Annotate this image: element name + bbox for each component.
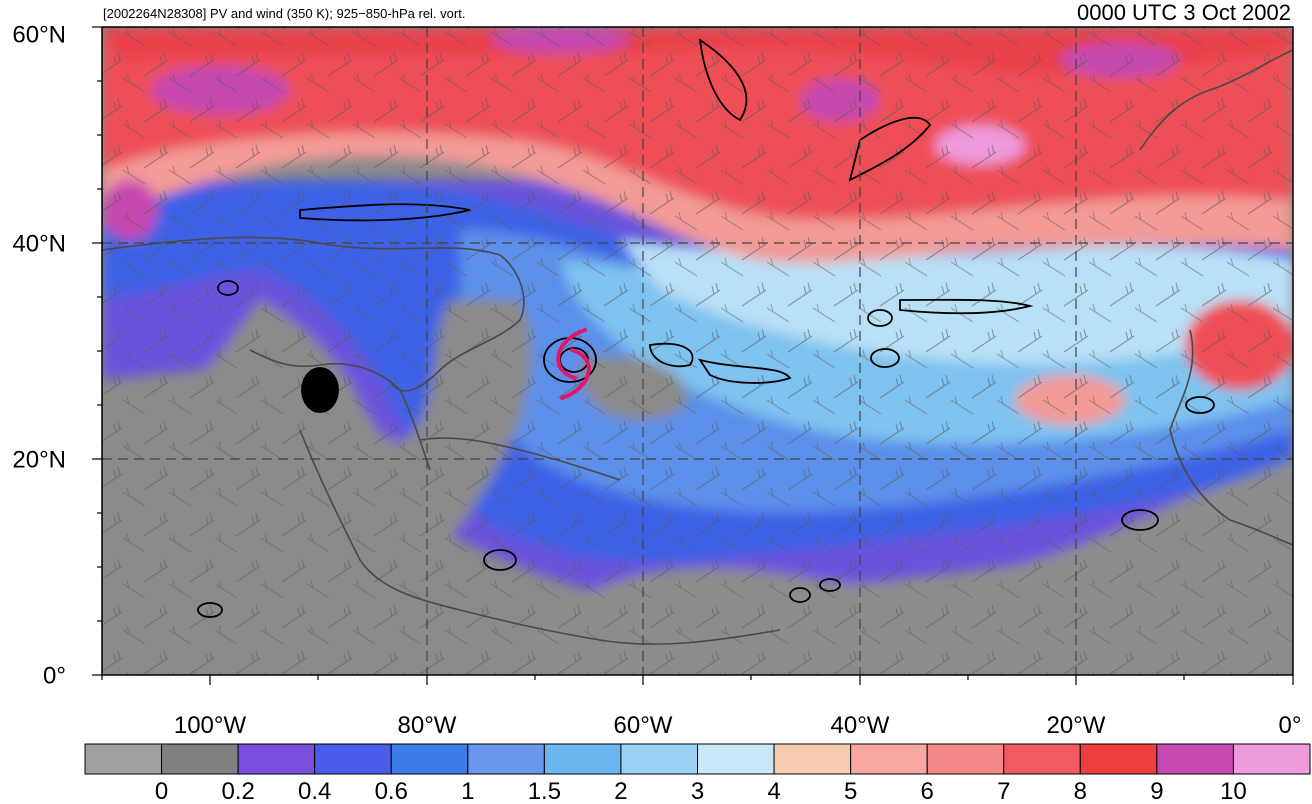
colorbar-swatch (850, 743, 928, 775)
colorbar-tick-label: 1.5 (528, 778, 561, 804)
colorbar-tick-label: 0.2 (221, 778, 254, 804)
colorbar-swatch (773, 743, 852, 775)
colorbar-swatch (1232, 743, 1311, 775)
pv-colorbar: 0 0.2 0.4 0.6 1 1.5 2 3 4 5 6 7 8 9 10 (84, 743, 1311, 804)
colorbar-swatch (314, 743, 392, 775)
lon-label-60w: 60°W (614, 712, 673, 739)
lat-label-0: 0° (43, 662, 66, 689)
colorbar-swatch (467, 743, 545, 775)
colorbar-tick-label: 8 (1074, 778, 1087, 804)
colorbar-tick-label: 5 (844, 778, 857, 804)
lon-label-20w: 20°W (1047, 712, 1106, 739)
lon-label-40w: 40°W (831, 712, 890, 739)
colorbar-tick-label: 3 (691, 778, 704, 804)
colorbar-tick-label: 9 (1150, 778, 1163, 804)
colorbar-swatch (926, 743, 1005, 775)
colorbar-tick-label: 4 (767, 778, 780, 804)
colorbar-tick-label: 0.4 (298, 778, 331, 804)
lon-label-0: 0° (1279, 712, 1302, 739)
colorbar-swatch (697, 743, 775, 775)
colorbar-swatch (1003, 743, 1081, 775)
colorbar-swatch (543, 743, 622, 775)
colorbar-swatch (620, 743, 698, 775)
coastlines (102, 49, 1293, 645)
colorbar-tick-label: 0.6 (375, 778, 408, 804)
lat-label-40n: 40°N (12, 230, 66, 257)
pv-shaded-field (102, 27, 1293, 675)
colorbar-tick-label: 1 (461, 778, 474, 804)
map-grid (102, 27, 1293, 675)
colorbar-swatch (1156, 743, 1234, 775)
colorbar-tick-label: 0 (155, 778, 168, 804)
lon-label-100w: 100°W (174, 712, 247, 739)
lat-label-60n: 60°N (12, 21, 66, 48)
lat-label-20n: 20°N (12, 446, 66, 473)
colorbar-tick-label: 7 (997, 778, 1010, 804)
figure-right-title: 0000 UTC 3 Oct 2002 (1077, 0, 1291, 25)
colorbar-tick-label: 2 (614, 778, 627, 804)
colorbar-tick-label: 10 (1220, 778, 1247, 804)
lon-label-80w: 80°W (398, 712, 457, 739)
colorbar-swatch (390, 743, 469, 775)
colorbar-tick-label: 6 (921, 778, 934, 804)
colorbar-swatch (237, 743, 316, 775)
colorbar-swatch (84, 743, 163, 775)
tropical-cyclone-symbol (556, 328, 591, 400)
colorbar-swatch (161, 743, 239, 775)
colorbar-swatch (1079, 743, 1158, 775)
axis-ticks (92, 26, 1294, 685)
figure-left-title: [2002264N28308] PV and wind (350 K); 925… (103, 6, 465, 21)
